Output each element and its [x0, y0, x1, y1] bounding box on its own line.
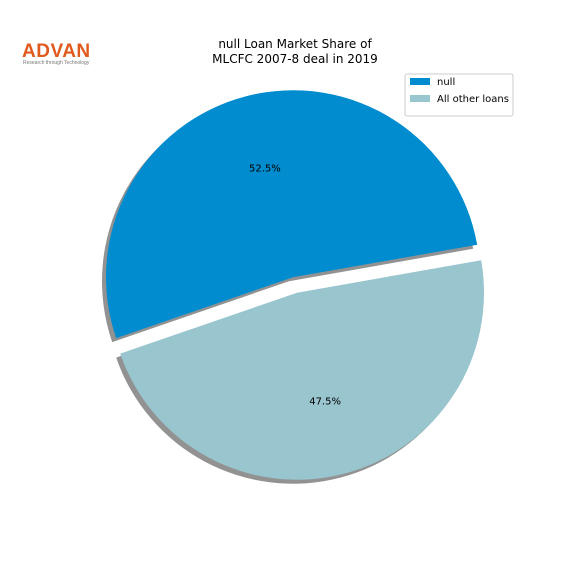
legend-swatch	[410, 78, 430, 85]
chart-title: null Loan Market Share of MLCFC 2007-8 d…	[212, 37, 378, 66]
wedge	[120, 260, 485, 480]
legend-box	[404, 73, 514, 117]
wedge	[105, 90, 478, 339]
value-label: 47.5%	[309, 396, 341, 407]
legend-swatch	[410, 95, 430, 102]
logo-tagline: Research through Technology	[23, 60, 90, 66]
logo: ADVAN	[22, 41, 91, 62]
legend-label: null	[437, 77, 455, 88]
legend-label: All other loans	[437, 94, 509, 105]
value-label: 52.5%	[249, 164, 281, 175]
